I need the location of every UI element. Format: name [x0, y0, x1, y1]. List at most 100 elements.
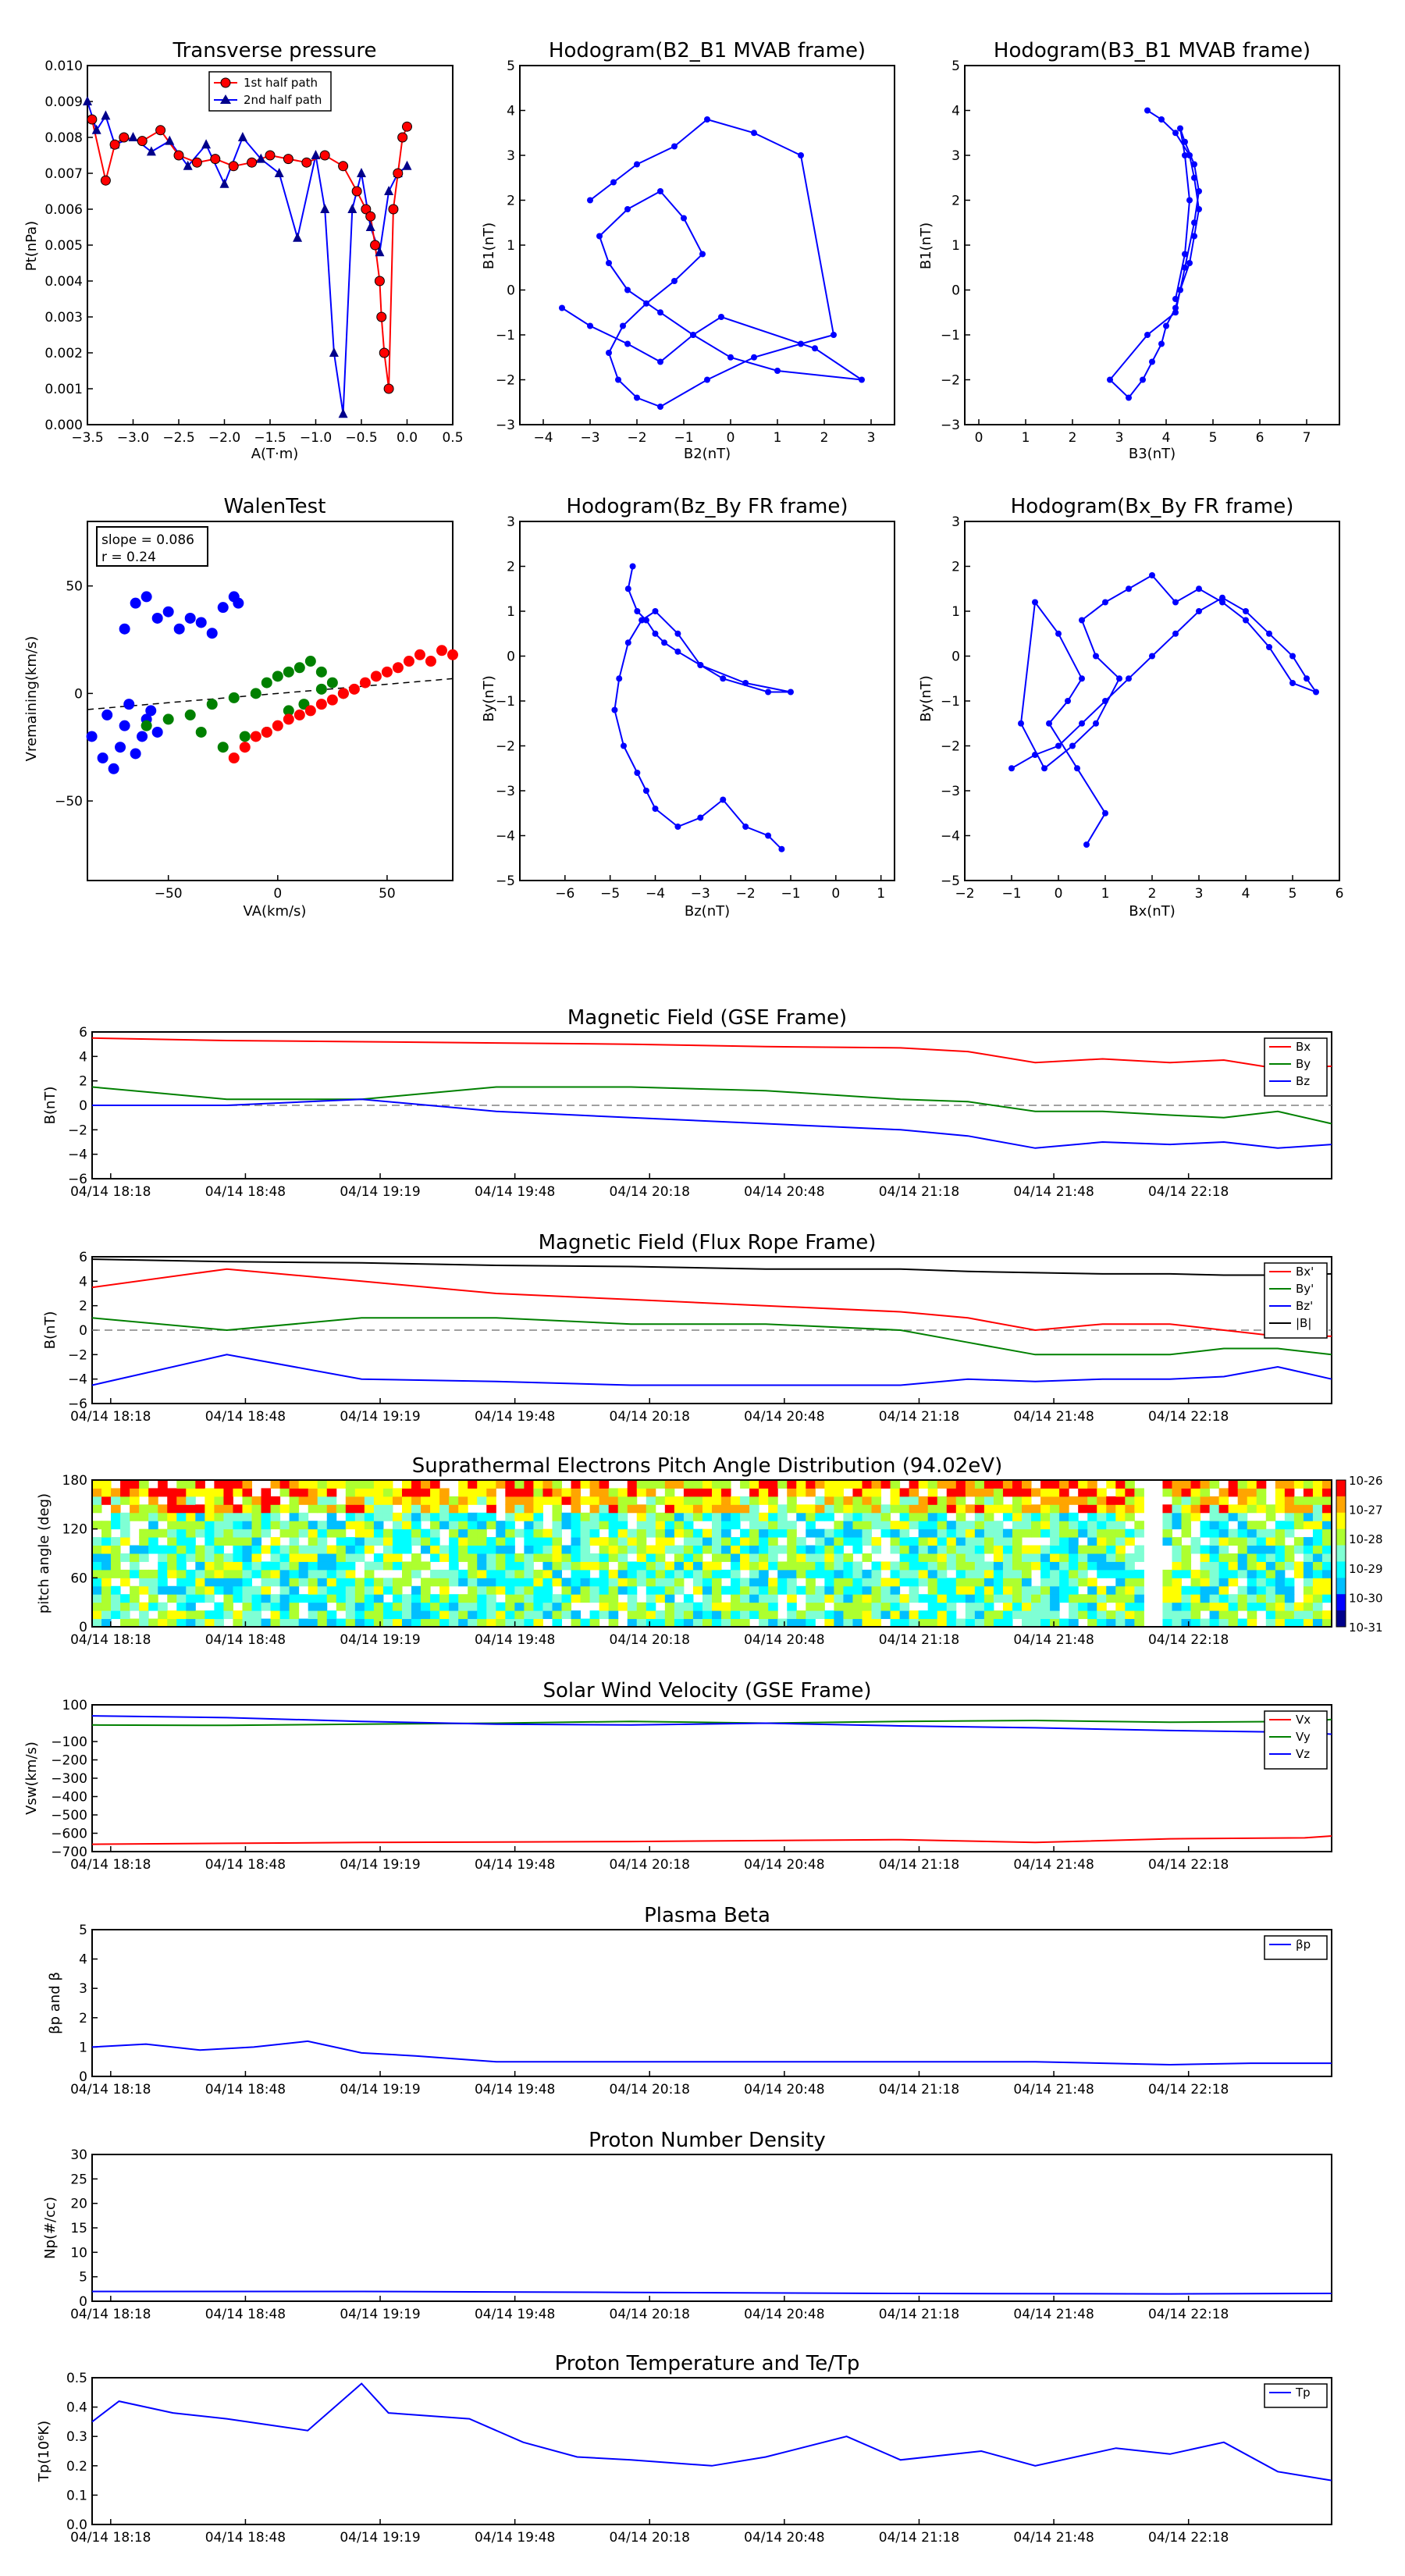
pad-cell	[101, 1602, 112, 1611]
hb3-xtick-label: 1	[1022, 430, 1030, 446]
pad-cell	[636, 1578, 647, 1587]
pad-cell	[871, 1578, 882, 1587]
pad-cell	[880, 1528, 891, 1538]
pad-cell	[354, 1610, 365, 1620]
pad-cell	[852, 1618, 863, 1628]
pad-cell	[1181, 1569, 1192, 1578]
proton_density-xtick-label: 04/14 19:19	[340, 2307, 420, 2322]
pad-cell	[468, 1528, 478, 1538]
pad-cell	[130, 1504, 140, 1514]
pad-cell	[261, 1496, 272, 1505]
pad-cell	[852, 1521, 863, 1530]
pad-cell	[608, 1528, 619, 1538]
pad-cell	[1012, 1569, 1023, 1578]
pad-cell	[1303, 1618, 1314, 1628]
pad-cell	[1069, 1578, 1079, 1587]
pad-cell	[909, 1569, 919, 1578]
pad-cell	[768, 1521, 778, 1530]
sw_velocity-legend-label: Vz	[1296, 1747, 1310, 1761]
pad-cell	[974, 1496, 985, 1505]
pad-cell	[1247, 1521, 1257, 1530]
tp-xtick-label: −2.0	[208, 430, 240, 446]
hb2-point	[620, 322, 626, 329]
pad-cell	[421, 1594, 431, 1603]
pad-cell	[871, 1521, 882, 1530]
pad-cell	[824, 1594, 834, 1603]
pad-cell	[692, 1569, 703, 1578]
pad-cell	[965, 1488, 976, 1497]
pad-cell	[721, 1585, 731, 1595]
pad-cell	[1012, 1504, 1023, 1514]
mag_gse-ytick-label: −6	[68, 1172, 87, 1187]
pad-cell	[223, 1602, 233, 1611]
pad-cell	[214, 1618, 224, 1628]
pad-cell	[101, 1496, 112, 1505]
pad-cell	[731, 1561, 741, 1571]
pad-cell	[1069, 1528, 1079, 1538]
pad-cell	[552, 1618, 563, 1628]
pad-cell	[712, 1578, 722, 1587]
pad-cell	[533, 1553, 543, 1562]
pad-cell	[1303, 1496, 1314, 1505]
pad-cell	[1125, 1561, 1135, 1571]
pad-cell	[909, 1496, 919, 1505]
pad-cell	[768, 1537, 778, 1546]
pad-cell	[364, 1569, 375, 1578]
pad-cell	[806, 1578, 816, 1587]
pad-cell	[223, 1504, 233, 1514]
pad-cell	[589, 1594, 600, 1603]
pad-cell	[589, 1488, 600, 1497]
pad-cell	[176, 1545, 187, 1554]
pad-cell	[1078, 1488, 1088, 1497]
pad-cell	[486, 1618, 496, 1628]
pad-cell	[101, 1578, 112, 1587]
pad-cell	[496, 1618, 506, 1628]
pad-cell	[158, 1561, 168, 1571]
hb3-title: Hodogram(B3_B1 MVAB frame)	[994, 39, 1311, 62]
pad-cell	[308, 1602, 318, 1611]
pad-cell	[636, 1521, 647, 1530]
pad-cell	[496, 1537, 506, 1546]
walen-point-green	[195, 726, 207, 738]
pad-cell	[1209, 1553, 1220, 1562]
pad-cell	[664, 1561, 675, 1571]
pad-cell	[712, 1585, 722, 1595]
pad-cell	[354, 1512, 365, 1521]
pad-xtick-label: 04/14 19:48	[475, 1632, 555, 1648]
pad-cell	[524, 1504, 534, 1514]
pad-cell	[927, 1480, 938, 1489]
pad-cell	[1275, 1537, 1286, 1546]
pad-cell	[552, 1480, 563, 1489]
pad-cell	[974, 1504, 985, 1514]
walen-xtick-label: 0	[273, 886, 282, 902]
pad-cell	[759, 1578, 769, 1587]
pad-cell	[1265, 1569, 1276, 1578]
tp-point-2nd	[347, 204, 357, 213]
pad-cell	[308, 1496, 318, 1505]
tp-xtick-label: −1.5	[254, 430, 286, 446]
pad-cell	[1172, 1521, 1183, 1530]
pad-cell	[1002, 1594, 1013, 1603]
pad-cell	[1069, 1553, 1079, 1562]
hb3-point	[1107, 376, 1113, 383]
pad-cell	[655, 1496, 666, 1505]
pad-cell	[871, 1537, 882, 1546]
pad-cell	[815, 1610, 825, 1620]
pad-cell	[111, 1521, 121, 1530]
pad-cell	[533, 1578, 543, 1587]
pad-cell	[955, 1553, 966, 1562]
pad-cell	[965, 1521, 976, 1530]
pad-cell	[92, 1521, 102, 1530]
pad-cell	[561, 1561, 572, 1571]
pad-cell	[205, 1512, 215, 1521]
pad-cell	[731, 1512, 741, 1521]
hbx-point	[1046, 720, 1052, 727]
hbz-point	[642, 617, 649, 624]
proton_temp-ytick-label: 0.4	[66, 2400, 87, 2416]
pad-cell	[326, 1512, 337, 1521]
pad-cell	[674, 1585, 685, 1595]
pad-cell	[664, 1594, 675, 1603]
hb2-point	[624, 206, 631, 212]
proton_density-xtick-label: 04/14 18:18	[70, 2307, 151, 2322]
pad-cell	[505, 1512, 515, 1521]
